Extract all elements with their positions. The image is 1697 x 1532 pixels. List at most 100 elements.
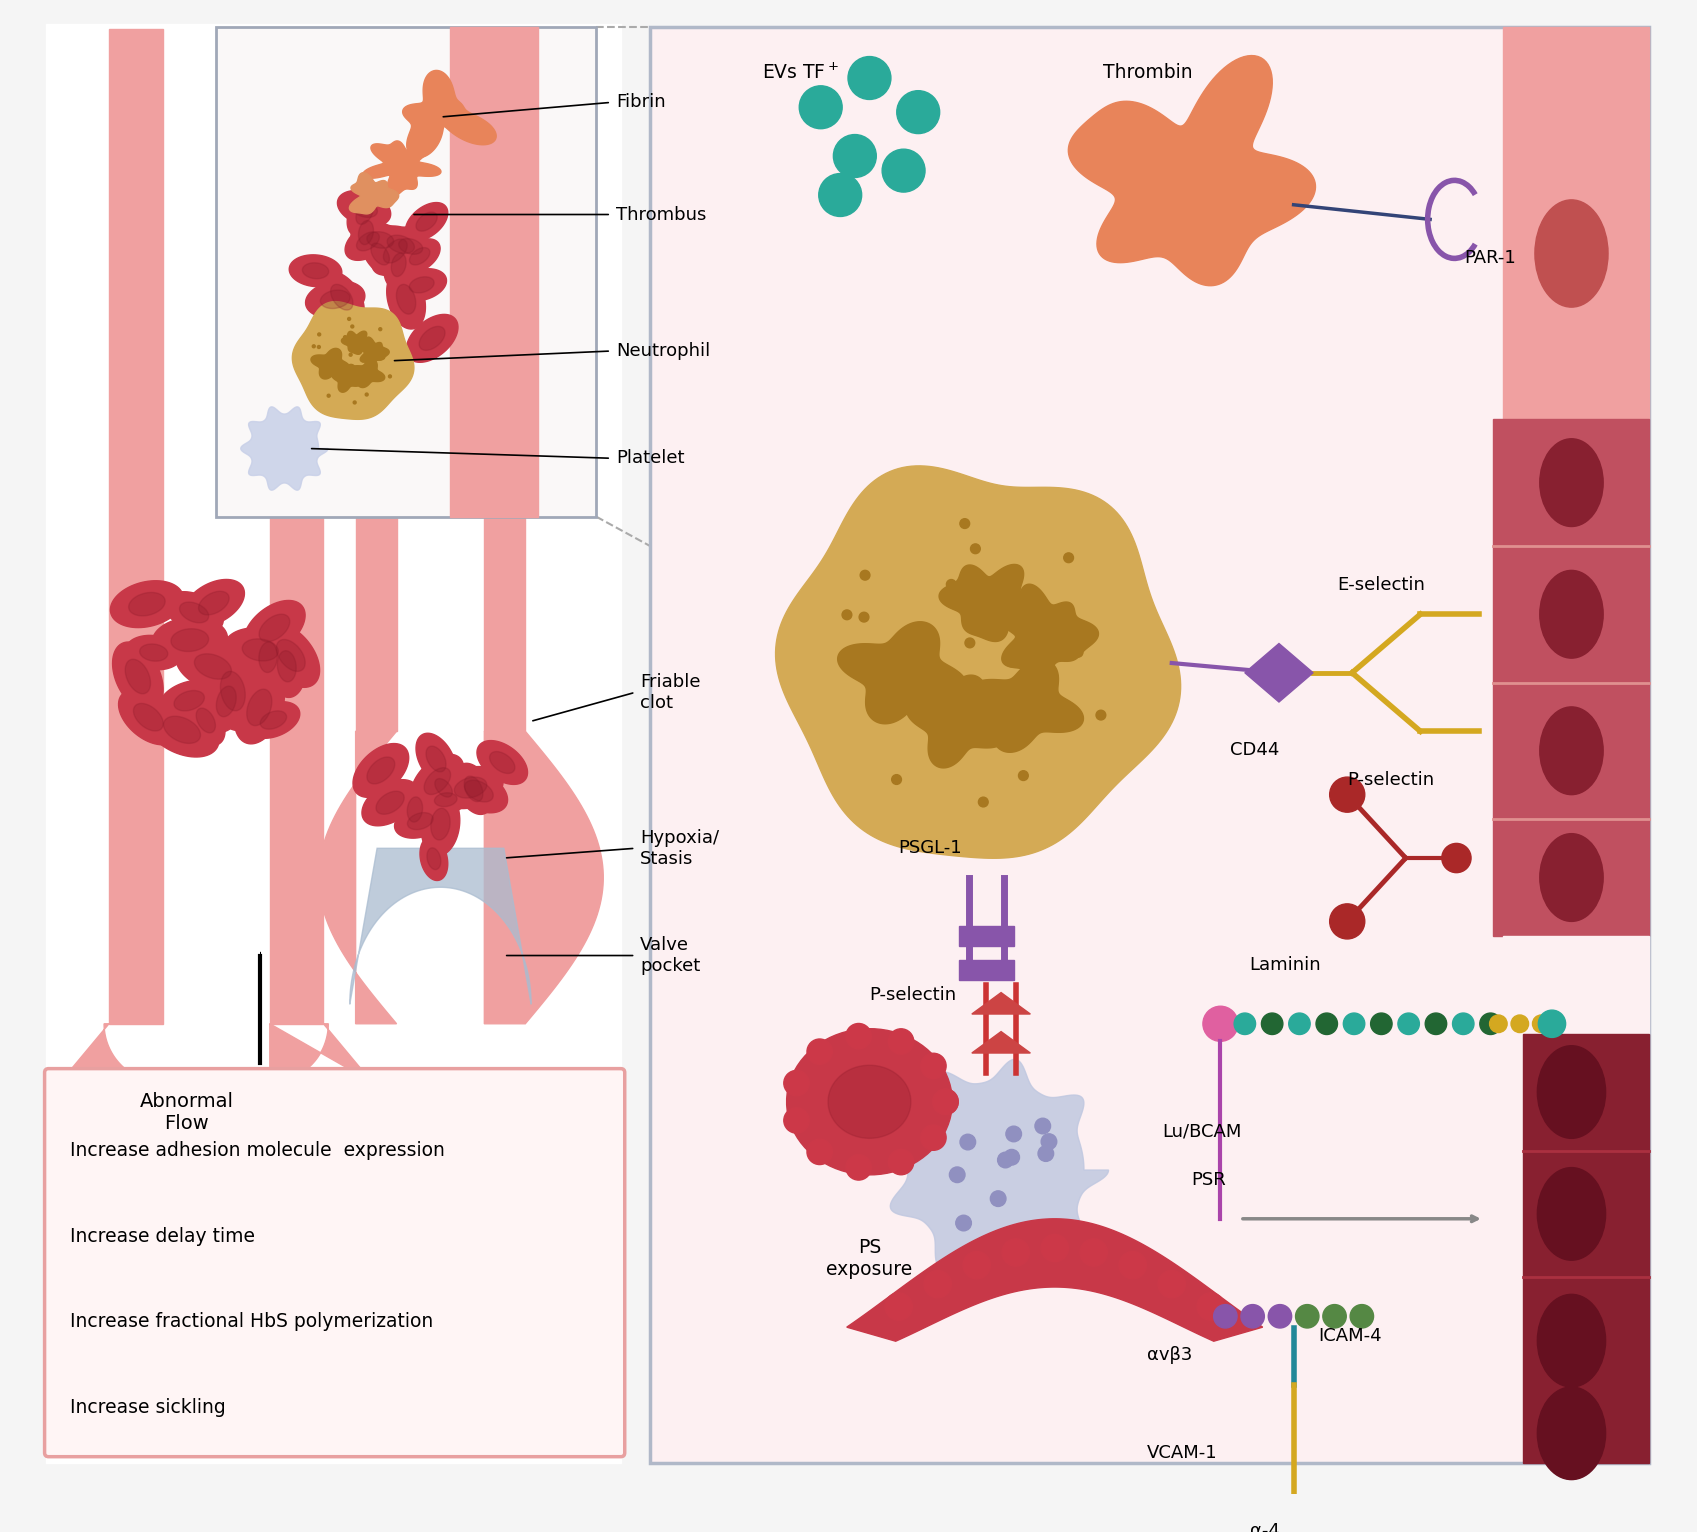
Ellipse shape xyxy=(1537,1046,1605,1138)
Polygon shape xyxy=(277,639,305,671)
Ellipse shape xyxy=(1537,1167,1605,1261)
Polygon shape xyxy=(195,654,231,679)
Circle shape xyxy=(859,613,869,622)
Polygon shape xyxy=(244,601,305,656)
Circle shape xyxy=(389,375,392,378)
Text: Friable
clot: Friable clot xyxy=(640,673,701,712)
Text: VCAM-1: VCAM-1 xyxy=(1147,1443,1218,1462)
Circle shape xyxy=(1096,711,1106,720)
Circle shape xyxy=(1480,1013,1502,1034)
Text: E-selectin: E-selectin xyxy=(1337,576,1425,594)
Text: Abnormal
Flow: Abnormal Flow xyxy=(139,1092,234,1134)
FancyBboxPatch shape xyxy=(44,1069,624,1457)
Polygon shape xyxy=(372,244,389,265)
Polygon shape xyxy=(249,627,287,688)
FancyBboxPatch shape xyxy=(650,28,1649,1463)
Polygon shape xyxy=(302,264,329,279)
Polygon shape xyxy=(246,689,272,726)
Circle shape xyxy=(889,1030,913,1054)
Polygon shape xyxy=(221,671,246,711)
Circle shape xyxy=(341,377,343,380)
Circle shape xyxy=(1006,1126,1022,1141)
Polygon shape xyxy=(119,689,178,745)
Polygon shape xyxy=(847,1219,1263,1340)
Polygon shape xyxy=(416,734,456,784)
Polygon shape xyxy=(126,659,151,694)
Polygon shape xyxy=(350,360,385,388)
Circle shape xyxy=(365,394,368,395)
Polygon shape xyxy=(187,696,226,745)
FancyBboxPatch shape xyxy=(216,28,596,516)
Text: Thrombin: Thrombin xyxy=(1103,63,1193,83)
Circle shape xyxy=(784,1108,809,1134)
Polygon shape xyxy=(1504,936,1649,1034)
Polygon shape xyxy=(321,290,350,308)
Text: PAR-1: PAR-1 xyxy=(1465,250,1515,268)
Circle shape xyxy=(1073,648,1083,657)
Circle shape xyxy=(1344,1013,1364,1034)
Polygon shape xyxy=(367,231,394,248)
Circle shape xyxy=(1005,1149,1020,1164)
Text: CD44: CD44 xyxy=(1230,741,1280,758)
Circle shape xyxy=(889,1149,913,1175)
Circle shape xyxy=(808,1039,832,1065)
Text: P-selectin: P-selectin xyxy=(869,985,957,1003)
Polygon shape xyxy=(199,591,229,614)
Polygon shape xyxy=(484,731,602,1023)
Circle shape xyxy=(833,135,876,178)
Circle shape xyxy=(1018,771,1028,780)
Text: Platelet: Platelet xyxy=(616,449,684,467)
Circle shape xyxy=(1539,1010,1566,1037)
Polygon shape xyxy=(828,1065,911,1138)
Text: Increase fractional HbS polymerization: Increase fractional HbS polymerization xyxy=(70,1313,433,1331)
Polygon shape xyxy=(423,786,468,813)
Circle shape xyxy=(818,173,862,216)
Polygon shape xyxy=(477,740,528,784)
Circle shape xyxy=(1490,1016,1507,1033)
Circle shape xyxy=(356,378,358,381)
Polygon shape xyxy=(209,651,258,731)
Polygon shape xyxy=(1504,28,1649,420)
Circle shape xyxy=(1324,1305,1346,1328)
Polygon shape xyxy=(972,993,1030,1014)
Polygon shape xyxy=(356,231,380,251)
Circle shape xyxy=(848,57,891,100)
Circle shape xyxy=(1035,1118,1050,1134)
Polygon shape xyxy=(426,769,462,806)
Text: α-4: α-4 xyxy=(1249,1521,1280,1532)
Circle shape xyxy=(949,1167,966,1183)
Polygon shape xyxy=(248,702,300,738)
Polygon shape xyxy=(129,593,165,616)
Polygon shape xyxy=(972,1031,1030,1052)
Text: Increase delay time: Increase delay time xyxy=(70,1227,255,1246)
Polygon shape xyxy=(165,591,224,633)
Polygon shape xyxy=(134,703,163,731)
Polygon shape xyxy=(424,768,450,795)
Polygon shape xyxy=(163,717,200,743)
Text: Neutrophil: Neutrophil xyxy=(616,342,711,360)
Polygon shape xyxy=(260,711,287,729)
Polygon shape xyxy=(419,326,445,351)
Circle shape xyxy=(1351,1305,1373,1328)
Polygon shape xyxy=(160,680,219,722)
Polygon shape xyxy=(351,208,380,257)
Polygon shape xyxy=(361,780,417,826)
Circle shape xyxy=(886,1293,913,1321)
Circle shape xyxy=(933,1089,959,1114)
Polygon shape xyxy=(344,222,390,260)
Polygon shape xyxy=(350,849,531,1005)
Polygon shape xyxy=(180,602,209,624)
Polygon shape xyxy=(455,777,487,798)
Circle shape xyxy=(784,1071,809,1095)
Polygon shape xyxy=(407,797,423,823)
Polygon shape xyxy=(392,253,406,277)
Polygon shape xyxy=(421,792,460,856)
Circle shape xyxy=(808,1140,832,1164)
Polygon shape xyxy=(416,211,438,231)
Circle shape xyxy=(350,354,351,357)
Circle shape xyxy=(971,544,981,553)
Text: Hypoxia/
Stasis: Hypoxia/ Stasis xyxy=(640,829,720,867)
Polygon shape xyxy=(402,70,496,158)
Circle shape xyxy=(351,325,353,328)
Polygon shape xyxy=(353,743,409,797)
